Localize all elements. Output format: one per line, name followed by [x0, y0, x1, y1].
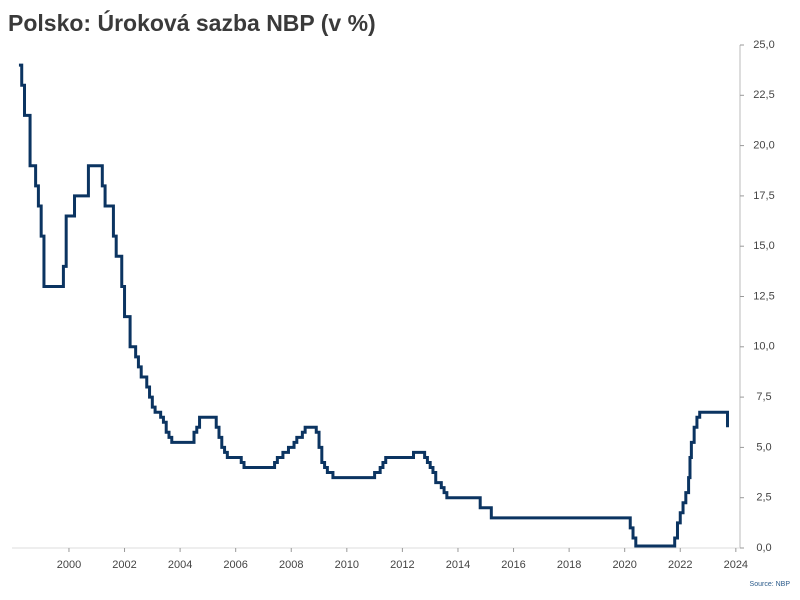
x-tick-label: 2022 [668, 559, 692, 571]
x-tick-label: 2016 [501, 559, 525, 571]
y-tick-label: 0,0 [756, 542, 771, 554]
x-tick-label: 2018 [557, 559, 581, 571]
y-tick-label: 7,5 [756, 391, 771, 403]
x-tick-label: 2000 [57, 559, 81, 571]
x-tick-label: 2008 [279, 559, 303, 571]
y-tick-label: 25,0 [753, 39, 774, 51]
x-tick-label: 2012 [390, 559, 414, 571]
x-tick-label: 2004 [168, 559, 192, 571]
x-tick-label: 2006 [223, 559, 247, 571]
y-tick-label: 5,0 [756, 441, 771, 453]
y-tick-label: 20,0 [753, 140, 774, 152]
rate-line [18, 63, 729, 548]
x-tick-label: 2010 [335, 559, 359, 571]
x-tick-label: 2020 [612, 559, 636, 571]
y-tick-label: 12,5 [753, 290, 774, 302]
y-tick-label: 22,5 [753, 89, 774, 101]
x-tick-label: 2002 [112, 559, 136, 571]
source: Source: NBP [750, 581, 791, 588]
y-tick-label: 10,0 [753, 341, 774, 353]
x-tick-label: 2014 [446, 559, 470, 571]
y-tick-label: 17,5 [753, 190, 774, 202]
x-tick-label: 2024 [724, 559, 748, 571]
y-tick-label: 2,5 [756, 492, 771, 504]
y-tick-label: 15,0 [753, 240, 774, 252]
chart-title: Polsko: Úroková sazba NBP (v %) [8, 9, 376, 36]
